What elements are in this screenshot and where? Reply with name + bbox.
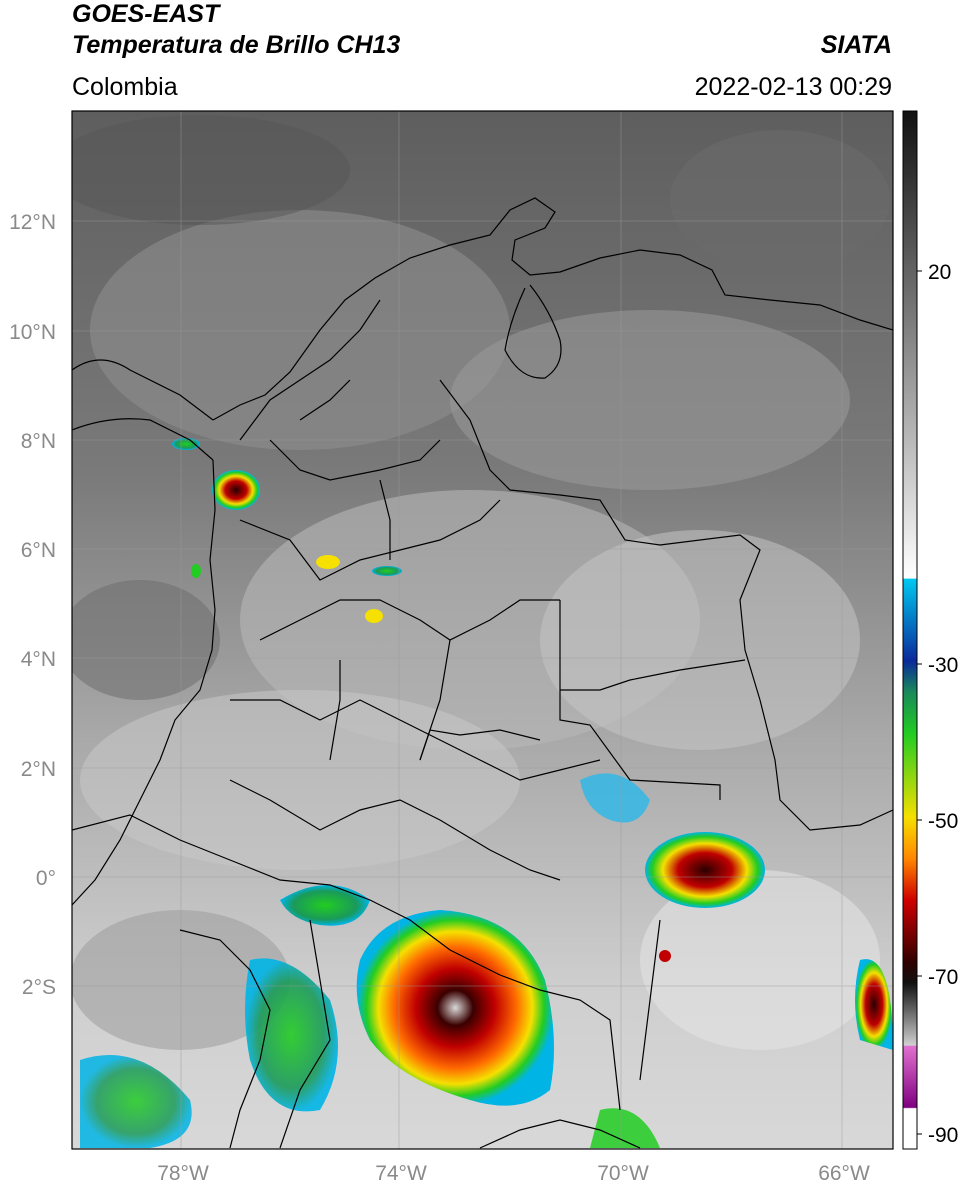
region-label: Colombia [72, 73, 178, 101]
lon-label: 74°W [375, 1162, 427, 1185]
colorbar-gradient [902, 110, 918, 1150]
lat-label: 10°N [9, 321, 56, 344]
lat-label: 12°N [9, 211, 56, 234]
brand-label: SIATA [820, 31, 892, 59]
colorbar-label: -70 [928, 966, 958, 989]
colorbar: 20 -30 -50 -70 -90 [902, 110, 958, 1150]
colorbar-label: 20 [928, 261, 951, 284]
satellite-title: GOES-EAST [72, 0, 220, 28]
lat-label: 2°S [22, 976, 56, 999]
colorbar-label: -50 [928, 810, 958, 833]
product-title: Temperatura de Brillo CH13 [72, 31, 401, 59]
lat-label: 8°N [21, 430, 56, 453]
colorbar-label: -90 [928, 1124, 958, 1147]
lon-label: 70°W [597, 1162, 649, 1185]
latitude-axis: 12°N 10°N 8°N 6°N 4°N 2°N 0° 2°S [9, 211, 56, 999]
lon-label: 78°W [157, 1162, 209, 1185]
lon-label: 66°W [818, 1162, 870, 1185]
satellite-image [72, 111, 893, 1149]
longitude-axis: 78°W 74°W 70°W 66°W [157, 1162, 870, 1185]
map-frame [71, 110, 894, 1150]
lat-label: 6°N [21, 539, 56, 562]
datetime-label: 2022-02-13 00:29 [694, 73, 892, 101]
colorbar-label: -30 [928, 654, 958, 677]
lat-label: 2°N [21, 758, 56, 781]
lat-label: 0° [36, 867, 56, 890]
lat-label: 4°N [21, 648, 56, 671]
